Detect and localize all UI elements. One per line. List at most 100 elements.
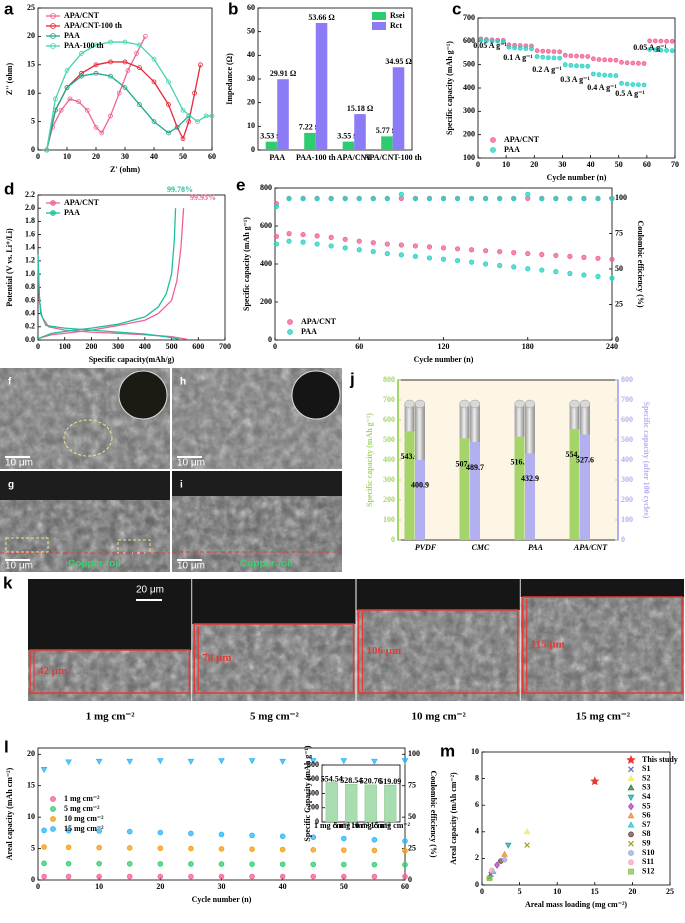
value-label: 5.77 Ω — [376, 126, 399, 135]
bar — [469, 442, 480, 540]
x-tick-label: 700 — [219, 342, 231, 351]
data-point — [96, 844, 102, 851]
data-point — [41, 827, 47, 834]
legend-label: APA/CNT-100 th — [64, 21, 123, 30]
y2-tick-label: 100 — [615, 193, 627, 202]
legend-label: APA/CNT — [504, 135, 540, 144]
thickness-label: 78 μm — [202, 652, 231, 664]
data-point — [562, 52, 568, 58]
sem-texture — [356, 610, 520, 701]
x-tick-label: 60 — [355, 342, 363, 351]
legend-label: S1 — [642, 764, 650, 773]
data-point — [525, 266, 531, 272]
data-point — [192, 90, 198, 96]
data-point — [574, 53, 579, 59]
substrate-label: Copper foil — [68, 559, 121, 570]
data-point — [79, 73, 84, 79]
data-point — [590, 56, 596, 62]
legend-marker — [50, 806, 56, 812]
y2-axis-label: Coulombic efficiency (%) — [636, 220, 645, 307]
bar — [459, 438, 470, 540]
efficiency-point — [218, 758, 225, 765]
legend-label: S11 — [642, 857, 654, 866]
efficiency-point — [553, 196, 559, 202]
value-label: 528.54 — [340, 776, 362, 785]
data-point — [641, 82, 647, 88]
data-point — [613, 73, 619, 79]
scale-label: 10 μm — [177, 561, 205, 572]
y-tick-label: 20 — [27, 749, 35, 758]
legend-marker — [627, 821, 635, 828]
data-point — [540, 48, 546, 54]
value-label: 554.5 — [566, 450, 584, 459]
cylinder-top — [459, 399, 470, 409]
value-label: 400.9 — [411, 481, 429, 490]
value-label: 7.22 Ω — [299, 123, 322, 132]
legend-marker — [50, 200, 56, 206]
x-tick-label: 200 — [85, 342, 97, 351]
y-tick-label: 1.4 — [25, 243, 35, 252]
data-point — [218, 831, 225, 838]
y2-tick-label: 400 — [621, 455, 633, 464]
x-tick-label: 0 — [480, 887, 484, 896]
x-tick-label: 180 — [522, 342, 534, 351]
y-axis-label: Areal capacity (mAh cm⁻²) — [449, 772, 458, 865]
data-point — [371, 836, 378, 843]
legend-marker — [50, 23, 56, 29]
x-axis-label: Cycle number (n) — [192, 895, 252, 904]
y-tick-label: 1.0 — [25, 269, 35, 278]
legend-marker — [50, 816, 56, 822]
data-line — [37, 208, 185, 340]
legend-label: APA/CNT — [64, 11, 100, 20]
y2-tick-label: 700 — [621, 395, 633, 404]
efficiency-point — [370, 196, 376, 202]
x-tick-label: 120 — [438, 342, 450, 351]
data-point — [398, 252, 404, 258]
legend-label: PAA-100 th — [64, 41, 104, 50]
data-point — [500, 39, 506, 45]
data-point — [641, 61, 647, 66]
data-point — [188, 830, 194, 837]
data-point — [371, 861, 378, 868]
data-point — [483, 248, 489, 254]
data-point — [44, 147, 50, 153]
bar — [354, 114, 366, 150]
loading-label: 1 mg cm⁻² — [86, 711, 136, 723]
data-point — [540, 54, 546, 60]
data-line — [46, 41, 212, 151]
efficiency-point — [497, 196, 503, 202]
data-point — [188, 861, 194, 867]
legend-marker — [628, 868, 634, 875]
y-tick-label: 500 — [383, 435, 395, 444]
y-tick-label: 600 — [383, 415, 395, 424]
data-point — [562, 62, 568, 68]
value-label: 3.53 Ω — [260, 131, 283, 140]
data-point — [545, 48, 551, 54]
data-point — [203, 113, 209, 119]
y-tick-label: 600 — [463, 36, 475, 45]
data-point — [412, 243, 419, 249]
thickness-box — [193, 623, 355, 694]
data-point — [426, 255, 433, 261]
data-point — [122, 39, 128, 45]
data-point — [126, 860, 133, 867]
data-point — [279, 846, 286, 853]
data-point — [652, 38, 658, 44]
annotation: 0.4 A g⁻¹ — [587, 83, 617, 92]
data-point — [41, 844, 47, 850]
efficiency-point — [581, 196, 587, 202]
y-tick-label: 0 — [475, 880, 479, 889]
data-point — [310, 834, 317, 841]
panel-label: h — [180, 377, 186, 388]
x-tick-label: 20 — [628, 887, 636, 896]
efficiency-point — [371, 758, 378, 765]
data-point — [658, 38, 664, 44]
y-tick-label: 0.8 — [25, 282, 35, 291]
plot-area — [481, 751, 671, 886]
data-point — [494, 861, 500, 869]
y-axis-label: Specific capacity (mAh g⁻¹) — [445, 41, 454, 135]
cylinder-top — [514, 399, 525, 409]
data-point — [79, 70, 84, 76]
x-tick-label: 50 — [179, 152, 187, 161]
efficiency-point — [468, 196, 475, 202]
